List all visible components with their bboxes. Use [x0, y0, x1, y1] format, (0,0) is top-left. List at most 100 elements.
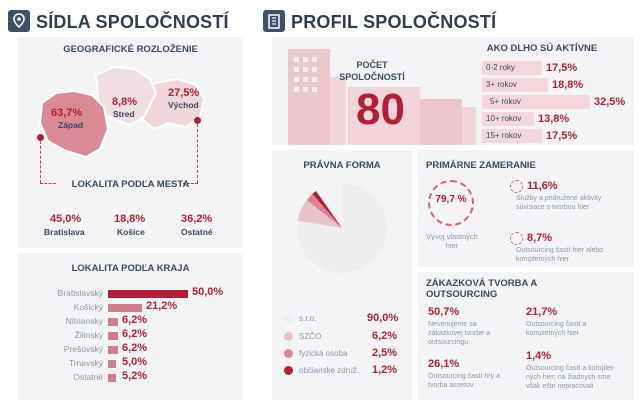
city-bratislava-name: Bratislava	[44, 227, 85, 237]
out-item-1-label: Outsourcing častí a kompletných hier	[526, 321, 587, 337]
age-pct-3: 13,8%	[538, 113, 570, 125]
city-ostatne-pct: 36,2%	[181, 213, 213, 225]
focus-item-0-pct: 11,6%	[527, 180, 558, 192]
focus-main-label: Vývoj vlastných hier	[426, 232, 478, 250]
bratislava-connector	[40, 141, 41, 183]
location-pin-icon	[8, 10, 30, 32]
age-label-1: 3+ rokov	[486, 80, 517, 89]
age-row-0	[482, 61, 542, 75]
bratislava-marker	[37, 134, 44, 141]
kraj-bar-1	[108, 304, 142, 312]
kraj-pct-1: 21,2%	[146, 300, 178, 312]
kraj-bar-3	[108, 332, 118, 340]
kraj-pct-4: 6,2%	[122, 342, 148, 354]
kraj-bar-5	[108, 360, 116, 368]
kraj-label-5: Trnavský	[68, 358, 103, 368]
legend-label-fyzicka: fyzická osoba	[299, 349, 348, 358]
out-item-2-label: Outsourcing častí hry a tvorba assetov	[428, 373, 500, 389]
left-section-title: SÍDLA SPOLOČNOSTÍ	[36, 12, 229, 32]
legend-dot-fyzicka	[284, 349, 293, 358]
legend-pct-sro: 90,0%	[367, 312, 399, 324]
outsourcing-title: ZÁKAZKOVÁ TVORBA A OUTSOURCING	[426, 278, 537, 300]
outsourcing-panel: ZÁKAZKOVÁ TVORBA A OUTSOURCING 50,7% Nev…	[418, 272, 634, 400]
focus-title: PRIMÁRNE ZAMERANIE	[426, 160, 536, 171]
region-stred-pct: 8,8%	[112, 96, 138, 108]
kraj-label-6: Ostatné	[73, 372, 103, 382]
focus-panel: PRIMÁRNE ZAMERANIE 79,7 % Vývoj vlastnýc…	[418, 150, 634, 267]
city-title: LOKALITA PODĽA MESTA	[71, 179, 190, 190]
geo-panel: GEOGRAFICKÉ ROZLOŽENIE 63,7% Západ 8,8% …	[18, 37, 243, 248]
age-row-3	[482, 112, 534, 126]
kraj-panel: LOKALITA PODĽA KRAJA Bratislavský 50,0% …	[18, 253, 243, 400]
legal-pie-chart	[297, 183, 388, 273]
legend-dot-oz	[284, 366, 293, 375]
kraj-pct-3: 6,2%	[122, 328, 148, 340]
focus-item-1-icon	[510, 232, 523, 245]
legend-label-sro: s.r.o.	[299, 314, 317, 323]
city-kosice-pct: 18,8%	[114, 213, 146, 225]
age-label-4: 15+ rokov	[486, 131, 522, 140]
kraj-pct-6: 5,2%	[122, 370, 148, 382]
focus-item-1-pct: 8,7%	[527, 232, 553, 244]
pie-slice-sro	[297, 183, 388, 273]
region-vychod-pct: 27,5%	[168, 87, 200, 99]
buildings-illustration	[288, 49, 476, 145]
region-zapad-name: Západ	[58, 120, 84, 130]
city-bratislava-pct: 45,0%	[50, 213, 82, 225]
kraj-bar-4	[108, 346, 118, 354]
kraj-pct-2: 6,2%	[122, 314, 148, 326]
age-title: AKO DLHO SÚ AKTÍVNE	[486, 43, 598, 54]
region-vychod-name: Východ	[168, 100, 199, 110]
age-row-4	[482, 129, 542, 143]
count-panel: POČET SPOLOČNOSTÍ 80 AKO DLHO SÚ AKTÍVNE…	[272, 37, 634, 145]
kraj-bar-2	[108, 318, 118, 326]
right-section-title: PROFIL SPOLOČNOSTÍ	[291, 12, 497, 32]
age-label-2: 5+ rokov	[490, 97, 521, 106]
age-pct-2: 32,5%	[594, 96, 626, 108]
region-stred-name: Stred	[113, 109, 135, 119]
focus-item-1-label: Outsourcing častí hier alebo kompletných…	[516, 247, 604, 263]
map-region-zapad	[38, 89, 110, 159]
out-item-3-label: Outsourcing častí a komplet-ných hier, n…	[526, 365, 616, 390]
age-label-3: 10+ rokov	[486, 114, 522, 123]
legend-pct-oz: 1,2%	[372, 364, 398, 376]
kraj-label-1: Košický	[73, 302, 103, 312]
out-item-3-pct: 1,4%	[526, 350, 552, 362]
focus-main-ring	[428, 180, 474, 226]
kraj-bar-6	[108, 374, 116, 382]
kosice-connector-h	[183, 183, 198, 184]
kosice-connector	[197, 124, 198, 183]
pie-slice-fyzicka	[306, 194, 342, 228]
slovakia-map	[38, 65, 206, 159]
age-pct-0: 17,5%	[546, 62, 578, 74]
out-item-0-label: Nevenujeme sa zákazkovej tvorbe a outsou…	[428, 321, 490, 346]
legal-panel: PRÁVNA FORMA s.r.o. 90,0% SZČO 6,2% fyzi…	[272, 150, 412, 400]
city-ostatne-name: Ostatné	[181, 227, 213, 237]
legal-title: PRÁVNA FORMA	[303, 160, 381, 171]
kraj-title: LOKALITA PODĽA KRAJA	[71, 263, 190, 274]
kraj-pct-0: 50,0%	[192, 286, 224, 298]
legend-label-oz: občianske združ.	[299, 366, 360, 375]
focus-main-pct: 79,7 %	[435, 194, 467, 205]
company-count: 80	[356, 85, 405, 134]
count-label: POČET SPOLOČNOSTÍ	[339, 60, 405, 82]
legend-label-szco: SZČO	[299, 332, 322, 341]
kraj-pct-5: 5,0%	[122, 356, 148, 368]
pie-slice-oz	[312, 191, 342, 228]
out-item-1-pct: 21,7%	[526, 306, 558, 318]
out-item-2-pct: 26,1%	[428, 358, 460, 370]
kraj-label-0: Bratislavský	[57, 288, 103, 298]
building-icon	[263, 10, 285, 32]
kraj-label-4: Prešovský	[63, 344, 103, 354]
legend-dot-sro	[284, 314, 293, 323]
legend-dot-szco	[284, 332, 293, 341]
focus-item-0-label: Služby a pridružené aktivity súvisiace s…	[516, 195, 602, 211]
age-label-0: 0-2 roky	[486, 63, 515, 72]
age-row-2	[482, 95, 590, 109]
region-zapad-pct: 63,7%	[51, 107, 83, 119]
kraj-label-3: Žilinský	[74, 330, 103, 340]
age-pct-1: 18,8%	[552, 79, 584, 91]
focus-item-0-icon	[510, 180, 523, 193]
legend-pct-fyzicka: 2,5%	[372, 347, 398, 359]
kraj-bar-0	[108, 290, 188, 298]
